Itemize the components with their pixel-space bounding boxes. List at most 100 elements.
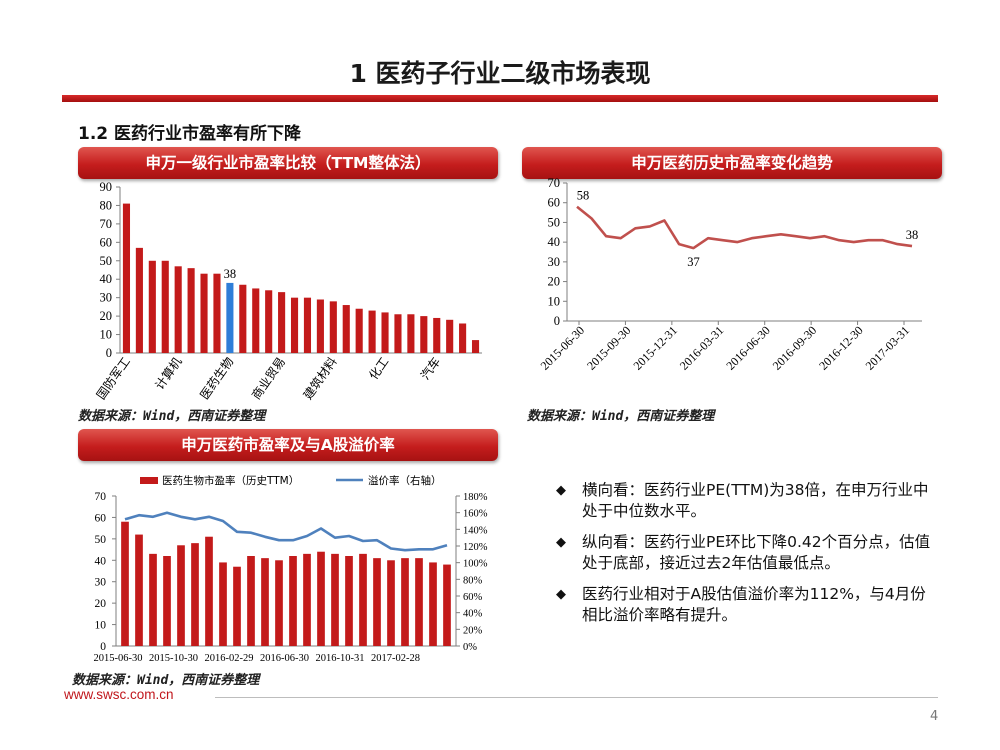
chart3-data-source: 数据来源：Wind，西南证券整理: [72, 673, 260, 688]
bar-5: [187, 268, 195, 353]
right-y-tick-label: 180%: [463, 492, 488, 503]
left-y-tick-label: 70: [95, 491, 107, 503]
x-tick-label: 2015-06-30: [538, 323, 587, 372]
pe-bar-2: [149, 553, 157, 646]
bar-11: [265, 290, 273, 353]
chart1-data-source: 数据来源：Wind，西南证券整理: [78, 409, 266, 424]
bar-21: [394, 314, 402, 353]
bar-14: [303, 297, 312, 353]
x-tick-label: 2015-10-30: [149, 653, 198, 664]
bar-3: [161, 260, 169, 353]
bar-0: [122, 203, 131, 353]
right-y-tick-label: 20%: [463, 625, 483, 636]
bullet-item: ◆ 医药行业相对于A股估值溢价率为112%，与4月份相比溢价率略有提升。: [556, 584, 941, 626]
x-tick-label: 2015-06-30: [94, 653, 143, 664]
y-tick-label: 0: [106, 346, 112, 360]
bar-7: [213, 273, 221, 353]
bar-6: [200, 273, 208, 353]
bar-18: [355, 308, 363, 353]
bar-16: [329, 301, 337, 353]
bar-27: [471, 340, 480, 353]
bar-23: [420, 316, 428, 353]
y-tick-label: 10: [100, 328, 113, 342]
data-label: 38: [906, 228, 919, 242]
left-y-tick-label: 10: [95, 620, 107, 632]
page-title: 1 医药子行业二级市场表现: [349, 59, 651, 88]
y-tick-label: 50: [100, 254, 113, 268]
diamond-bullet-icon: ◆: [556, 535, 566, 550]
bar-20: [381, 312, 389, 353]
right-y-tick-label: 40%: [463, 609, 483, 620]
chart2-title-ribbon: 申万医药历史市盈率变化趋势: [522, 147, 942, 179]
bar-8: [226, 282, 234, 353]
pe-bar-0: [121, 521, 129, 646]
pe-bar-12: [289, 556, 297, 646]
right-y-tick-label: 160%: [463, 509, 488, 520]
y-tick-label: 60: [100, 235, 113, 249]
x-tick-label: 2017-02-28: [371, 653, 420, 664]
pe-bar-19: [387, 560, 395, 646]
footer-divider: [215, 697, 938, 698]
right-y-tick-label: 0%: [463, 642, 477, 653]
diamond-bullet-icon: ◆: [556, 483, 566, 498]
bar-2: [148, 260, 156, 353]
y-tick-label: 40: [548, 235, 561, 249]
pe-bar-5: [191, 543, 199, 646]
pe-bar-17: [359, 553, 367, 646]
right-y-tick-label: 60%: [463, 592, 483, 603]
pe-bar-21: [415, 558, 423, 646]
legend-bar-swatch: [140, 477, 158, 484]
y-tick-label: 50: [548, 215, 561, 229]
bar-13: [290, 297, 299, 353]
y-tick-label: 90: [100, 180, 113, 194]
bullet-item: ◆ 横向看：医药行业PE(TTM)为38倍，在申万行业中处于中位数水平。: [556, 480, 941, 522]
x-tick-label: 2016-02-29: [205, 653, 254, 664]
page-number: 4: [930, 709, 939, 724]
pe-bar-3: [163, 556, 171, 646]
data-label: 37: [687, 255, 700, 269]
y-tick-label: 30: [100, 291, 113, 305]
bar-15: [316, 299, 324, 353]
pe-bar-22: [429, 562, 437, 646]
pharma-pe-trend-chart: 0 10 20 30 40 50 60 70 58 37 38 2015-06-302015-09-3…: [538, 178, 922, 373]
x-category-label: 计算机: [152, 354, 185, 392]
y-tick-label: 30: [548, 255, 561, 269]
x-tick-label: 2016-09-30: [770, 323, 819, 372]
pe-bar-7: [219, 562, 227, 646]
pe-bar-14: [317, 551, 325, 646]
website-url[interactable]: www.swsc.com.cn: [64, 687, 174, 702]
bar-17: [342, 305, 350, 353]
pe-bar-4: [177, 545, 185, 646]
left-y-tick-label: 30: [95, 577, 107, 589]
pe-bar-11: [275, 560, 283, 646]
bar-19: [368, 310, 376, 353]
x-category-label: 化工: [366, 355, 391, 383]
highlight-value-label: 38: [224, 267, 237, 281]
pe-bar-18: [373, 558, 381, 646]
pe-bar-10: [261, 558, 269, 646]
pe-bar-23: [443, 564, 451, 646]
y-tick-label: 70: [548, 178, 561, 190]
bar-26: [459, 323, 467, 353]
y-tick-label: 70: [100, 217, 113, 231]
chart1-title-ribbon: 申万一级行业市盈率比较（TTM整体法）: [78, 147, 498, 179]
bar-22: [407, 314, 415, 353]
chart2-data-source: 数据来源：Wind，西南证券整理: [527, 409, 715, 424]
right-y-tick-label: 80%: [463, 575, 483, 586]
bar-25: [446, 319, 454, 353]
x-category-label: 汽车: [417, 354, 443, 382]
pe-bar-16: [345, 556, 353, 646]
pe-bar-8: [233, 566, 241, 646]
x-tick-label: 2017-03-31: [863, 323, 912, 372]
pe-bar-13: [303, 553, 311, 646]
x-tick-label: 2016-06-30: [723, 323, 772, 372]
bar-12: [278, 292, 286, 353]
y-tick-label: 80: [100, 198, 113, 212]
x-tick-label: 2016-03-31: [677, 323, 726, 372]
pe-bar-9: [247, 556, 255, 646]
x-category-label: 国防军工: [93, 354, 133, 402]
right-y-tick-label: 120%: [463, 542, 488, 553]
x-tick-label: 2016-06-30: [260, 653, 309, 664]
left-y-tick-label: 0: [100, 641, 106, 653]
data-label: 58: [577, 189, 590, 203]
